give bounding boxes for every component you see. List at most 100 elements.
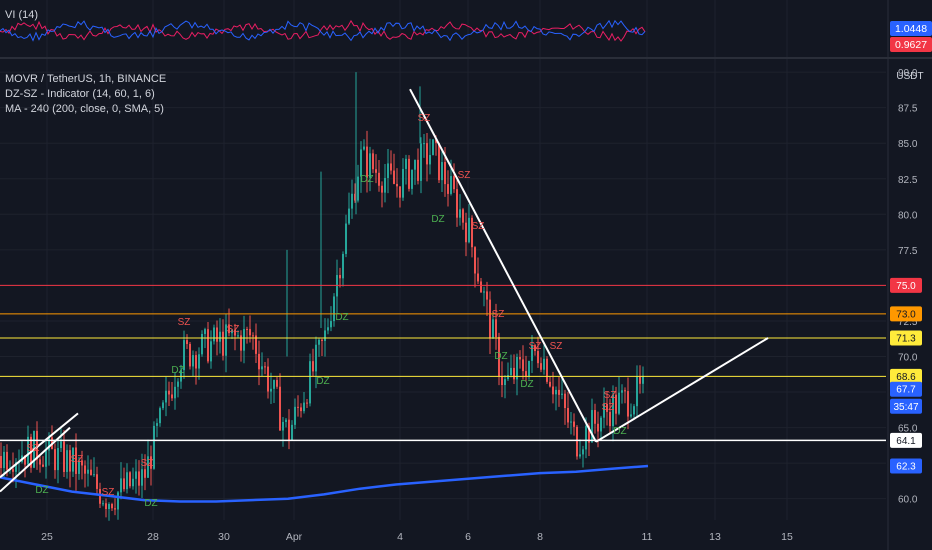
candle-body <box>537 351 539 364</box>
candle-body <box>126 472 128 490</box>
price-tick-label: 87.5 <box>898 104 918 115</box>
candle-body <box>27 436 29 465</box>
sz-label: SZ <box>472 221 485 232</box>
candle-body <box>636 376 638 407</box>
candle-body <box>60 441 62 449</box>
candle-body <box>468 217 470 243</box>
candle-body <box>630 414 632 417</box>
candle-body <box>147 456 149 478</box>
candle-body <box>525 371 527 377</box>
dz-label: DZ <box>144 498 157 509</box>
candle-body <box>99 488 101 504</box>
candle-body <box>315 344 317 372</box>
candle-body <box>165 390 167 403</box>
candle-body <box>270 388 272 392</box>
candle-body <box>570 421 572 423</box>
candle-body <box>591 410 593 443</box>
price-badge <box>890 277 922 293</box>
indicator-legend: DZ-SZ - Indicator (14, 60, 1, 6) <box>5 88 155 100</box>
candle-body <box>291 424 293 440</box>
candle-body <box>123 478 125 490</box>
candle-body <box>150 456 152 469</box>
candle-body <box>567 408 569 423</box>
dz-label: DZ <box>316 376 329 387</box>
candle-body <box>12 469 14 472</box>
candle-body <box>318 339 320 345</box>
sz-label: SZ <box>550 341 563 352</box>
candle-body <box>243 329 245 351</box>
sz-label: SZ <box>529 341 542 352</box>
candle-body <box>309 361 311 404</box>
trendline[interactable] <box>595 337 769 443</box>
candle-body <box>408 158 410 189</box>
candle-body <box>216 327 218 342</box>
candle-body <box>642 375 644 384</box>
price-badge-text: 68.6 <box>896 372 916 383</box>
candle-body <box>108 503 110 509</box>
candle-body <box>69 450 71 472</box>
price-badge-text: 35:47 <box>893 402 918 413</box>
candle-body <box>186 340 188 344</box>
dz-label: DZ <box>431 214 444 225</box>
candle-body <box>225 324 227 356</box>
candle-body <box>252 335 254 337</box>
candle-body <box>66 450 68 472</box>
candle-body <box>144 469 146 478</box>
candle-body <box>513 367 515 380</box>
candle-body <box>354 193 356 201</box>
time-tick-label: 15 <box>781 531 793 543</box>
candle-body <box>306 402 308 404</box>
time-tick-label: Apr <box>286 531 303 543</box>
candle-body <box>78 460 80 474</box>
candle-body <box>102 503 104 505</box>
ma-240-line <box>0 464 649 503</box>
horizontal-levels[interactable] <box>0 284 886 442</box>
sz-label: SZ <box>602 402 615 413</box>
vi-plus-line <box>0 19 646 42</box>
trendline[interactable] <box>0 426 71 493</box>
candle-body <box>519 357 521 360</box>
candle-body <box>342 253 344 279</box>
candle-body <box>486 291 488 300</box>
candle-body <box>39 459 41 465</box>
candle-body <box>90 469 92 475</box>
price-tick-label: 60.0 <box>898 495 918 506</box>
candle-body <box>558 389 560 395</box>
candle-body <box>45 450 47 467</box>
price-badge <box>890 432 922 448</box>
candle-body <box>561 393 563 395</box>
candle-body <box>174 386 176 399</box>
candle-body <box>222 331 224 356</box>
candle-body <box>96 474 98 489</box>
candle-body <box>396 183 398 187</box>
price-badge-text: 62.3 <box>896 461 916 472</box>
dz-label: DZ <box>35 485 48 496</box>
price-badge <box>890 398 922 414</box>
candle-body <box>603 403 605 418</box>
candle-body <box>465 222 467 243</box>
price-tick-label: 65.0 <box>898 424 918 435</box>
candle-body <box>180 370 182 382</box>
candle-body <box>546 358 548 382</box>
candle-body <box>606 403 608 412</box>
price-badge <box>890 306 922 322</box>
trendline[interactable] <box>0 412 79 479</box>
candle-body <box>105 503 107 509</box>
candle-body <box>369 153 371 178</box>
candle-body <box>615 394 617 414</box>
trendlines[interactable] <box>0 88 769 493</box>
candle-body <box>141 469 143 486</box>
candle-body <box>450 176 452 194</box>
trendline[interactable] <box>409 88 597 443</box>
candle-body <box>618 392 620 414</box>
candle-body <box>168 390 170 395</box>
sz-label: SZ <box>418 113 431 124</box>
candle-body <box>72 447 74 472</box>
candle-body <box>189 343 191 367</box>
vi-panel: 1.0448 0.9627 <box>0 19 932 52</box>
candle-body <box>366 146 368 178</box>
candle-body <box>393 170 395 184</box>
candle-body <box>498 337 500 377</box>
